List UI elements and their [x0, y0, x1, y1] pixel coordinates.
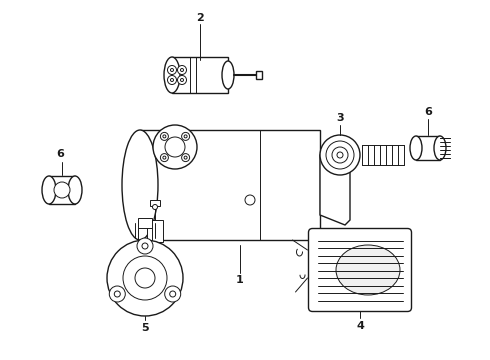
- FancyBboxPatch shape: [309, 229, 412, 311]
- Circle shape: [135, 268, 155, 288]
- Circle shape: [163, 135, 166, 138]
- Ellipse shape: [222, 61, 234, 89]
- Circle shape: [326, 141, 354, 169]
- Text: 6: 6: [424, 107, 432, 117]
- Text: 4: 4: [356, 321, 364, 331]
- Ellipse shape: [434, 136, 446, 160]
- Bar: [172, 57, 228, 93]
- Circle shape: [184, 156, 187, 159]
- Bar: [147, 220, 163, 242]
- Circle shape: [107, 240, 183, 316]
- Bar: [49, 176, 75, 204]
- Ellipse shape: [336, 245, 400, 295]
- Circle shape: [182, 154, 190, 162]
- Circle shape: [137, 238, 153, 254]
- Text: 3: 3: [336, 113, 344, 123]
- Circle shape: [163, 156, 166, 159]
- Text: 6: 6: [56, 149, 64, 159]
- Circle shape: [332, 147, 348, 163]
- Circle shape: [109, 286, 125, 302]
- Circle shape: [165, 286, 181, 302]
- Ellipse shape: [122, 130, 158, 240]
- Circle shape: [123, 256, 167, 300]
- Circle shape: [180, 68, 183, 72]
- Circle shape: [152, 204, 157, 210]
- Circle shape: [171, 78, 173, 81]
- Bar: [256, 71, 262, 79]
- Circle shape: [337, 152, 343, 158]
- Text: 2: 2: [196, 13, 204, 23]
- Circle shape: [153, 125, 197, 169]
- Bar: [140, 130, 320, 240]
- Bar: [150, 200, 160, 206]
- Circle shape: [54, 182, 70, 198]
- Circle shape: [171, 68, 173, 72]
- Circle shape: [320, 135, 360, 175]
- Circle shape: [177, 76, 187, 85]
- Circle shape: [184, 135, 187, 138]
- Circle shape: [180, 78, 183, 81]
- Ellipse shape: [164, 57, 180, 93]
- Circle shape: [168, 66, 176, 75]
- Circle shape: [182, 132, 190, 140]
- Bar: [138, 218, 152, 228]
- Ellipse shape: [42, 176, 56, 204]
- Circle shape: [160, 154, 169, 162]
- Circle shape: [168, 76, 176, 85]
- Circle shape: [142, 243, 148, 249]
- Circle shape: [165, 137, 185, 157]
- Circle shape: [177, 66, 187, 75]
- Ellipse shape: [68, 176, 82, 204]
- Polygon shape: [320, 145, 350, 225]
- Circle shape: [160, 132, 169, 140]
- Circle shape: [170, 291, 176, 297]
- Text: 5: 5: [141, 323, 149, 333]
- Ellipse shape: [410, 136, 422, 160]
- Circle shape: [245, 195, 255, 205]
- Bar: [416, 136, 440, 160]
- Text: 1: 1: [236, 275, 244, 285]
- Circle shape: [114, 291, 120, 297]
